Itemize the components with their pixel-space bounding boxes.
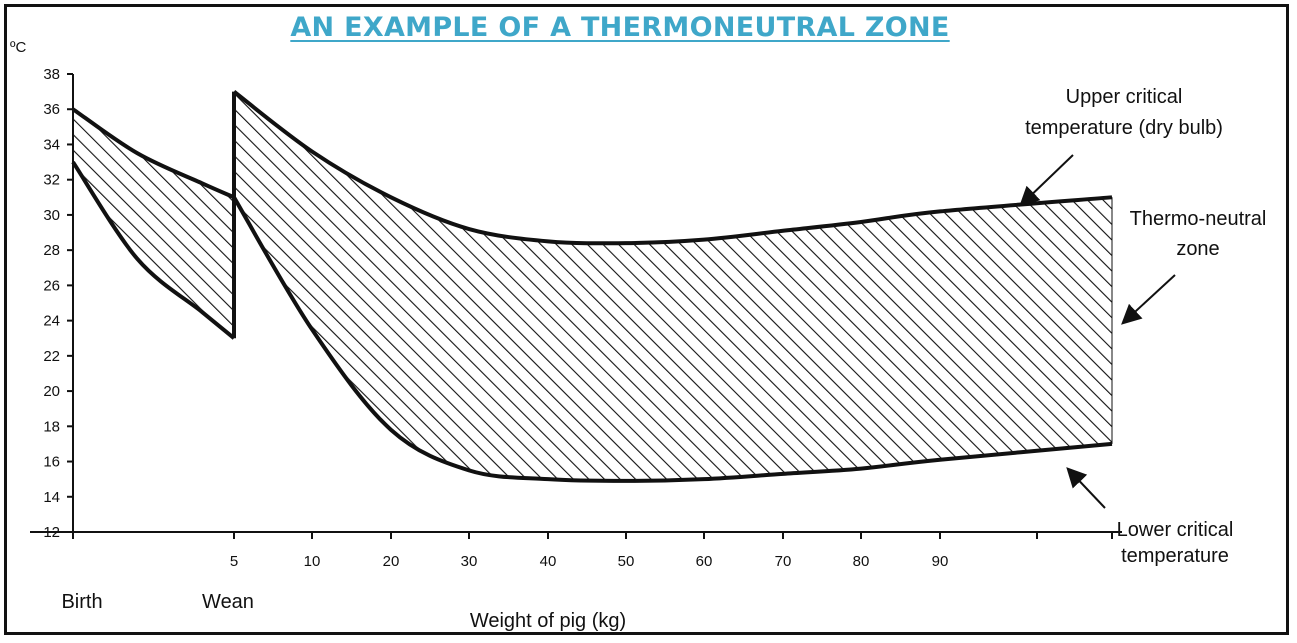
- y-tick-label-30: 30: [43, 207, 60, 224]
- x-tick-label-90: 90: [932, 553, 949, 570]
- x-tick-label-10: 10: [304, 553, 321, 570]
- y-axis-unit: ºC: [10, 39, 26, 56]
- upper-critical-line-2: [232, 90, 1113, 246]
- annotation-arrow-2: [1121, 274, 1176, 325]
- x-tick-label-60: 60: [696, 553, 713, 570]
- x-tick-label-40: 40: [540, 553, 557, 570]
- x-category-birth: Birth: [61, 591, 102, 613]
- annotation-2-line-1: Thermo-neutral: [1130, 208, 1267, 230]
- y-tick-label-26: 26: [43, 277, 60, 294]
- y-tick-label-22: 22: [43, 348, 60, 365]
- x-tick-label-50: 50: [618, 553, 635, 570]
- lower-critical-line-2: [232, 196, 1113, 483]
- y-tick-label-18: 18: [43, 418, 60, 435]
- annotation-arrow-1: [1019, 154, 1074, 207]
- y-tick-label-20: 20: [43, 383, 60, 400]
- y-tick-label-38: 38: [43, 66, 60, 83]
- x-category-wean: Wean: [202, 591, 254, 613]
- y-tick-label-34: 34: [43, 136, 60, 153]
- annotation-1-line-1: Upper critical: [1066, 86, 1183, 108]
- thermoneutral-zone-region-1: [73, 109, 234, 339]
- y-tick-label-28: 28: [43, 242, 60, 259]
- x-axis-title: Weight of pig (kg): [470, 610, 626, 632]
- annotation-3-line-1: Lower critical: [1117, 519, 1234, 541]
- x-tick-label-80: 80: [853, 553, 870, 570]
- annotation-3-line-2: temperature: [1121, 545, 1229, 567]
- y-tick-label-14: 14: [43, 489, 60, 506]
- y-tick-label-32: 32: [43, 172, 60, 189]
- y-tick-label-12: 12: [43, 524, 60, 541]
- x-tick-label-70: 70: [775, 553, 792, 570]
- chart-frame: [4, 4, 1289, 635]
- annotation-arrow-3: [1066, 467, 1106, 509]
- y-tick-label-16: 16: [43, 454, 60, 471]
- y-tick-label-24: 24: [43, 313, 60, 330]
- upper-critical-line-1: [71, 107, 235, 200]
- x-tick-label-20: 20: [383, 553, 400, 570]
- x-tick-label-5: 5: [230, 553, 238, 570]
- chart-title: AN EXAMPLE OF A THERMONEUTRAL ZONE: [290, 12, 950, 43]
- thermoneutral-zone-region-2: [234, 91, 1112, 481]
- y-tick-label-36: 36: [43, 101, 60, 118]
- annotation-1-line-2: temperature (dry bulb): [1025, 117, 1223, 139]
- lower-critical-line-1: [71, 160, 236, 340]
- x-tick-label-30: 30: [461, 553, 478, 570]
- annotation-2-line-2: zone: [1176, 238, 1219, 260]
